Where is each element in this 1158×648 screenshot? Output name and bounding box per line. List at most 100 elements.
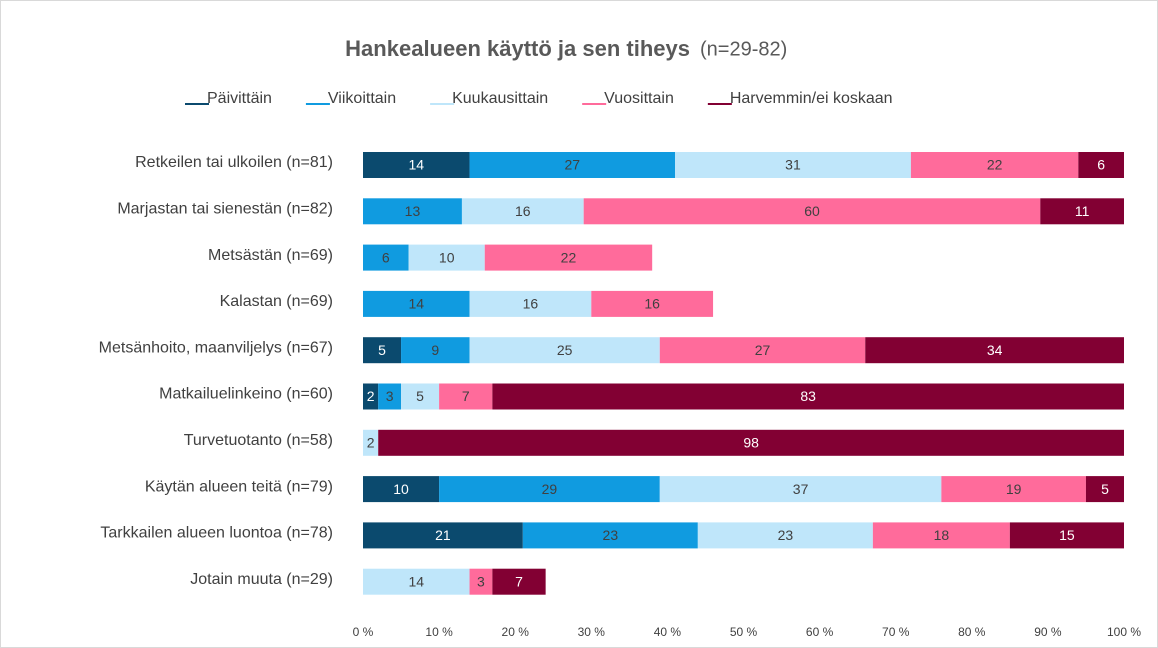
data-label: 15 <box>1059 527 1075 543</box>
bar-segment <box>583 198 1041 225</box>
bar-segment <box>439 476 660 503</box>
data-label: 34 <box>987 342 1003 358</box>
data-label: 7 <box>462 388 470 404</box>
x-tick-label: 90 % <box>1034 625 1062 639</box>
legend-label: Päivittäin <box>207 90 272 107</box>
data-label: 27 <box>564 157 580 173</box>
bar-segment <box>522 522 698 549</box>
data-label: 5 <box>1101 481 1109 497</box>
bar-segment <box>469 290 592 317</box>
bar-segment <box>439 383 493 410</box>
legend-label: Vuosittain <box>604 90 674 107</box>
data-label: 16 <box>523 296 539 312</box>
bar-segment <box>872 522 1010 549</box>
data-label: 16 <box>515 203 531 219</box>
bar-segment <box>363 290 470 317</box>
bar-segment <box>492 568 546 595</box>
bar-segment <box>591 290 714 317</box>
y-tick-label: Jotain muuta (n=29) <box>190 571 333 588</box>
data-label: 60 <box>804 203 820 219</box>
bar-segment <box>363 568 470 595</box>
x-tick-label: 100 % <box>1107 625 1141 639</box>
data-label: 6 <box>1097 157 1105 173</box>
bar-segment <box>469 152 676 178</box>
data-label: 31 <box>785 157 801 173</box>
bar-segment <box>401 337 470 364</box>
data-label: 23 <box>603 527 619 543</box>
y-tick-label: Matkailuelinkeino (n=60) <box>159 386 333 403</box>
data-label: 10 <box>393 481 409 497</box>
legend-label: Viikoittain <box>328 90 396 107</box>
data-label: 5 <box>416 388 424 404</box>
bar-segment <box>363 429 379 456</box>
bar-segment <box>408 244 485 271</box>
bar-segment <box>401 383 440 410</box>
bar-segment <box>363 383 379 410</box>
bar-segment <box>865 337 1124 364</box>
bar-segment <box>1078 152 1124 178</box>
data-label: 25 <box>557 342 573 358</box>
x-tick-label: 70 % <box>882 625 910 639</box>
chart-title: Hankealueen käyttö ja sen tiheys <box>345 36 690 61</box>
data-label: 14 <box>408 296 424 312</box>
bar-segment <box>659 337 866 364</box>
bar-segment <box>363 244 409 271</box>
data-label: 13 <box>405 203 421 219</box>
bar-segment <box>461 198 584 225</box>
data-label: 10 <box>439 249 455 265</box>
bar-segment <box>492 383 1124 410</box>
bar-segment <box>1085 476 1124 503</box>
legend-label: Harvemmin/ei koskaan <box>730 90 893 107</box>
x-tick-label: 30 % <box>578 625 606 639</box>
bar-segment <box>659 476 942 503</box>
data-label: 83 <box>800 388 816 404</box>
chart-subtitle: (n=29-82) <box>700 38 787 60</box>
bar-segment <box>675 152 911 178</box>
data-label: 27 <box>755 342 771 358</box>
bar-segment <box>469 337 660 364</box>
y-tick-label: Turvetuotanto (n=58) <box>184 432 333 449</box>
data-label: 16 <box>644 296 660 312</box>
bar-segment <box>363 337 402 364</box>
legend-label: Kuukausittain <box>452 90 548 107</box>
data-label: 14 <box>408 157 424 173</box>
bar-segment <box>910 152 1079 178</box>
bar-segment <box>941 476 1086 503</box>
bar-segment <box>378 429 1125 456</box>
data-label: 2 <box>367 435 375 451</box>
bar-segment <box>469 568 493 595</box>
data-label: 11 <box>1075 203 1090 219</box>
data-label: 3 <box>477 573 485 589</box>
data-label: 29 <box>542 481 558 497</box>
y-tick-label: Metsänhoito, maanviljelys (n=67) <box>99 339 333 356</box>
data-label: 14 <box>408 573 424 589</box>
data-label: 18 <box>934 527 950 543</box>
data-label: 37 <box>793 481 809 497</box>
data-label: 22 <box>561 249 577 265</box>
data-label: 2 <box>367 388 375 404</box>
bar-segment <box>363 522 523 549</box>
y-tick-label: Käytän alueen teitä (n=79) <box>145 478 333 495</box>
bar-segment <box>697 522 873 549</box>
data-label: 5 <box>378 342 386 358</box>
data-label: 23 <box>778 527 794 543</box>
data-label: 9 <box>431 342 439 358</box>
bar-segment <box>1040 198 1124 225</box>
bar-segment <box>378 383 402 410</box>
y-tick-label: Marjastan tai sienestän (n=82) <box>117 201 333 218</box>
bar-segment <box>363 476 440 503</box>
data-label: 21 <box>435 527 451 543</box>
data-label: 6 <box>382 249 390 265</box>
y-tick-label: Metsästän (n=69) <box>208 247 333 264</box>
x-tick-label: 60 % <box>806 625 834 639</box>
data-label: 98 <box>743 435 759 451</box>
bar-segment <box>363 152 470 178</box>
y-tick-label: Retkeilen tai ulkoilen (n=81) <box>135 154 333 171</box>
data-label: 3 <box>386 388 394 404</box>
data-label: 7 <box>515 573 523 589</box>
y-tick-label: Tarkkailen alueen luontoa (n=78) <box>100 525 333 542</box>
data-label: 22 <box>987 157 1003 173</box>
x-tick-label: 10 % <box>425 625 453 639</box>
